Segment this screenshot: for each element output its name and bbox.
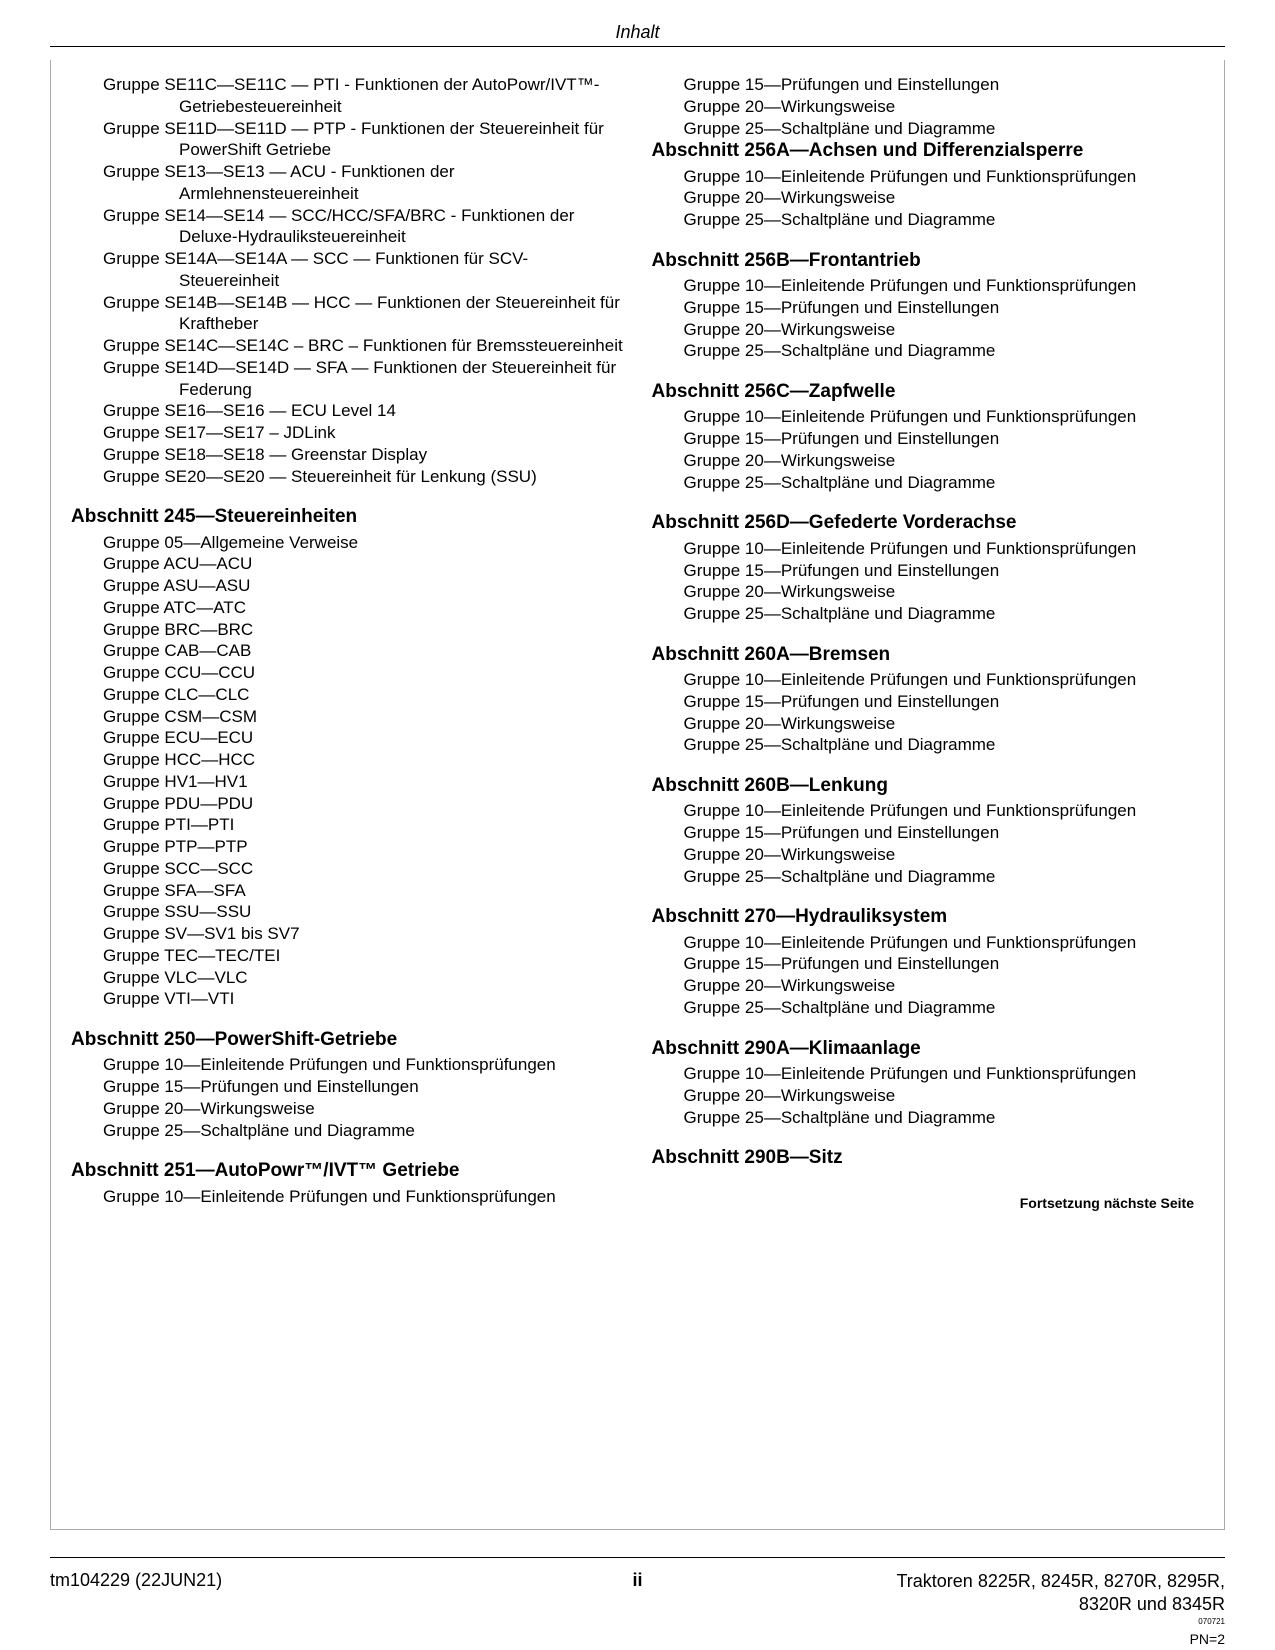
toc-item: Gruppe 25—Schaltpläne und Diagramme	[652, 209, 1205, 231]
section-title: Abschnitt 270—Hydrauliksystem	[652, 905, 1205, 929]
toc-item: Gruppe SSU—SSU	[71, 901, 624, 923]
toc-item: Gruppe CCU—CCU	[71, 662, 624, 684]
toc-item: Gruppe 25—Schaltpläne und Diagramme	[652, 866, 1205, 888]
toc-item: Gruppe 10—Einleitende Prüfungen und Funk…	[652, 800, 1205, 822]
toc-item: Gruppe 10—Einleitende Prüfungen und Funk…	[652, 1063, 1205, 1085]
section-title: Abschnitt 290B—Sitz	[652, 1146, 1205, 1170]
toc-item: Gruppe 10—Einleitende Prüfungen und Funk…	[71, 1054, 624, 1076]
section-title: Abschnitt 250—PowerShift-Getriebe	[71, 1028, 624, 1052]
toc-item: Gruppe TEC—TEC/TEI	[71, 945, 624, 967]
section-title: Abschnitt 256C—Zapfwelle	[652, 380, 1205, 404]
toc-item: Gruppe 20—Wirkungsweise	[652, 450, 1205, 472]
toc-item: Gruppe PTP—PTP	[71, 836, 624, 858]
toc-item: Gruppe SE14B—SE14B — HCC — Funktionen de…	[71, 292, 624, 336]
toc-item: Gruppe 20—Wirkungsweise	[652, 96, 1205, 118]
toc-item: Gruppe 25—Schaltpläne und Diagramme	[652, 472, 1205, 494]
toc-item: Gruppe 20—Wirkungsweise	[652, 713, 1205, 735]
section-title: Abschnitt 256D—Gefederte Vorderachse	[652, 511, 1205, 535]
toc-item: Gruppe 15—Prüfungen und Einstellungen	[652, 428, 1205, 450]
section-title: Abschnitt 251—AutoPowr™/IVT™ Getriebe	[71, 1159, 624, 1183]
toc-item: Gruppe HV1—HV1	[71, 771, 624, 793]
toc-item: Gruppe 15—Prüfungen und Einstellungen	[652, 560, 1205, 582]
toc-item: Gruppe SE14—SE14 — SCC/HCC/SFA/BRC - Fun…	[71, 205, 624, 249]
toc-item: Gruppe 15—Prüfungen und Einstellungen	[652, 297, 1205, 319]
toc-item: Gruppe 25—Schaltpläne und Diagramme	[652, 118, 1205, 140]
section-title: Abschnitt 256B—Frontantrieb	[652, 249, 1205, 273]
section-title: Abschnitt 260B—Lenkung	[652, 774, 1205, 798]
toc-item: Gruppe CAB—CAB	[71, 640, 624, 662]
section-title: Abschnitt 256A—Achsen und Differenzialsp…	[652, 139, 1205, 163]
toc-item: Gruppe 25—Schaltpläne und Diagramme	[652, 1107, 1205, 1129]
toc-item: Gruppe 10—Einleitende Prüfungen und Funk…	[71, 1186, 624, 1208]
toc-item: Gruppe 15—Prüfungen und Einstellungen	[652, 822, 1205, 844]
toc-item: Gruppe ATC—ATC	[71, 597, 624, 619]
toc-item: Gruppe 20—Wirkungsweise	[652, 975, 1205, 997]
footer-rule	[50, 1557, 1225, 1558]
toc-item: Gruppe SE16—SE16 — ECU Level 14	[71, 400, 624, 422]
toc-item: Gruppe SE14C—SE14C – BRC – Funktionen fü…	[71, 335, 624, 357]
footer-right: Traktoren 8225R, 8245R, 8270R, 8295R, 83…	[896, 1570, 1225, 1650]
toc-columns: Gruppe SE11C—SE11C — PTI - Funktionen de…	[51, 60, 1224, 1222]
content-frame: Gruppe SE11C—SE11C — PTI - Funktionen de…	[50, 60, 1225, 1530]
toc-item: Gruppe HCC—HCC	[71, 749, 624, 771]
footer-pn: PN=2	[1190, 1631, 1225, 1647]
toc-item: Gruppe ASU—ASU	[71, 575, 624, 597]
toc-item: Gruppe SFA—SFA	[71, 880, 624, 902]
toc-item: Gruppe SE11C—SE11C — PTI - Funktionen de…	[71, 74, 624, 118]
toc-item: Gruppe 25—Schaltpläne und Diagramme	[652, 997, 1205, 1019]
toc-item: Gruppe 25—Schaltpläne und Diagramme	[71, 1120, 624, 1142]
toc-item: Gruppe ECU—ECU	[71, 727, 624, 749]
toc-item: Gruppe SE20—SE20 — Steuereinheit für Len…	[71, 466, 624, 488]
toc-item: Gruppe SE14D—SE14D — SFA — Funktionen de…	[71, 357, 624, 401]
toc-item: Gruppe 20—Wirkungsweise	[652, 319, 1205, 341]
toc-item: Gruppe 15—Prüfungen und Einstellungen	[71, 1076, 624, 1098]
toc-item: Gruppe 25—Schaltpläne und Diagramme	[652, 734, 1205, 756]
footer-small: 070721	[896, 1617, 1225, 1627]
toc-item: Gruppe 10—Einleitende Prüfungen und Funk…	[652, 275, 1205, 297]
toc-item: Gruppe 15—Prüfungen und Einstellungen	[652, 953, 1205, 975]
toc-item: Gruppe CSM—CSM	[71, 706, 624, 728]
toc-item: Gruppe 20—Wirkungsweise	[652, 844, 1205, 866]
toc-item: Gruppe ACU—ACU	[71, 553, 624, 575]
section-title: Abschnitt 260A—Bremsen	[652, 643, 1205, 667]
toc-item: Gruppe 20—Wirkungsweise	[652, 1085, 1205, 1107]
toc-item: Gruppe 20—Wirkungsweise	[652, 187, 1205, 209]
toc-item: Gruppe 10—Einleitende Prüfungen und Funk…	[652, 932, 1205, 954]
toc-item: Gruppe SE18—SE18 — Greenstar Display	[71, 444, 624, 466]
toc-item: Gruppe 25—Schaltpläne und Diagramme	[652, 603, 1205, 625]
toc-item: Gruppe 10—Einleitende Prüfungen und Funk…	[652, 406, 1205, 428]
toc-item: Gruppe SE17—SE17 – JDLink	[71, 422, 624, 444]
toc-item: Gruppe VLC—VLC	[71, 967, 624, 989]
toc-item: Gruppe 15—Prüfungen und Einstellungen	[652, 691, 1205, 713]
section-title: Abschnitt 245—Steuereinheiten	[71, 505, 624, 529]
toc-item: Gruppe 05—Allgemeine Verweise	[71, 532, 624, 554]
toc-item: Gruppe 10—Einleitende Prüfungen und Funk…	[652, 669, 1205, 691]
toc-item: Gruppe SE11D—SE11D — PTP - Funktionen de…	[71, 118, 624, 162]
toc-item: Gruppe 10—Einleitende Prüfungen und Funk…	[652, 166, 1205, 188]
toc-item: Gruppe SE14A—SE14A — SCC — Funktionen fü…	[71, 248, 624, 292]
toc-item: Gruppe CLC—CLC	[71, 684, 624, 706]
toc-item: Gruppe SE13—SE13 — ACU - Funktionen der …	[71, 161, 624, 205]
page-title: Inhalt	[50, 22, 1225, 43]
page: Inhalt Gruppe SE11C—SE11C — PTI - Funkti…	[0, 0, 1275, 1650]
footer-right-line1: Traktoren 8225R, 8245R, 8270R, 8295R,	[896, 1571, 1225, 1591]
toc-item: Gruppe 10—Einleitende Prüfungen und Funk…	[652, 538, 1205, 560]
toc-item: Gruppe SCC—SCC	[71, 858, 624, 880]
footer-right-line2: 8320R und 8345R	[1079, 1594, 1225, 1614]
toc-item: Gruppe BRC—BRC	[71, 619, 624, 641]
continuation-note: Fortsetzung nächste Seite	[652, 1195, 1205, 1213]
footer: tm104229 (22JUN21) ii Traktoren 8225R, 8…	[50, 1566, 1225, 1640]
toc-item: Gruppe SV—SV1 bis SV7	[71, 923, 624, 945]
section-title: Abschnitt 290A—Klimaanlage	[652, 1037, 1205, 1061]
toc-item: Gruppe VTI—VTI	[71, 988, 624, 1010]
header: Inhalt	[50, 22, 1225, 47]
toc-item: Gruppe PDU—PDU	[71, 793, 624, 815]
toc-item: Gruppe 20—Wirkungsweise	[652, 581, 1205, 603]
toc-item: Gruppe 25—Schaltpläne und Diagramme	[652, 340, 1205, 362]
toc-item: Gruppe 20—Wirkungsweise	[71, 1098, 624, 1120]
toc-item: Gruppe 15—Prüfungen und Einstellungen	[652, 74, 1205, 96]
toc-item: Gruppe PTI—PTI	[71, 814, 624, 836]
